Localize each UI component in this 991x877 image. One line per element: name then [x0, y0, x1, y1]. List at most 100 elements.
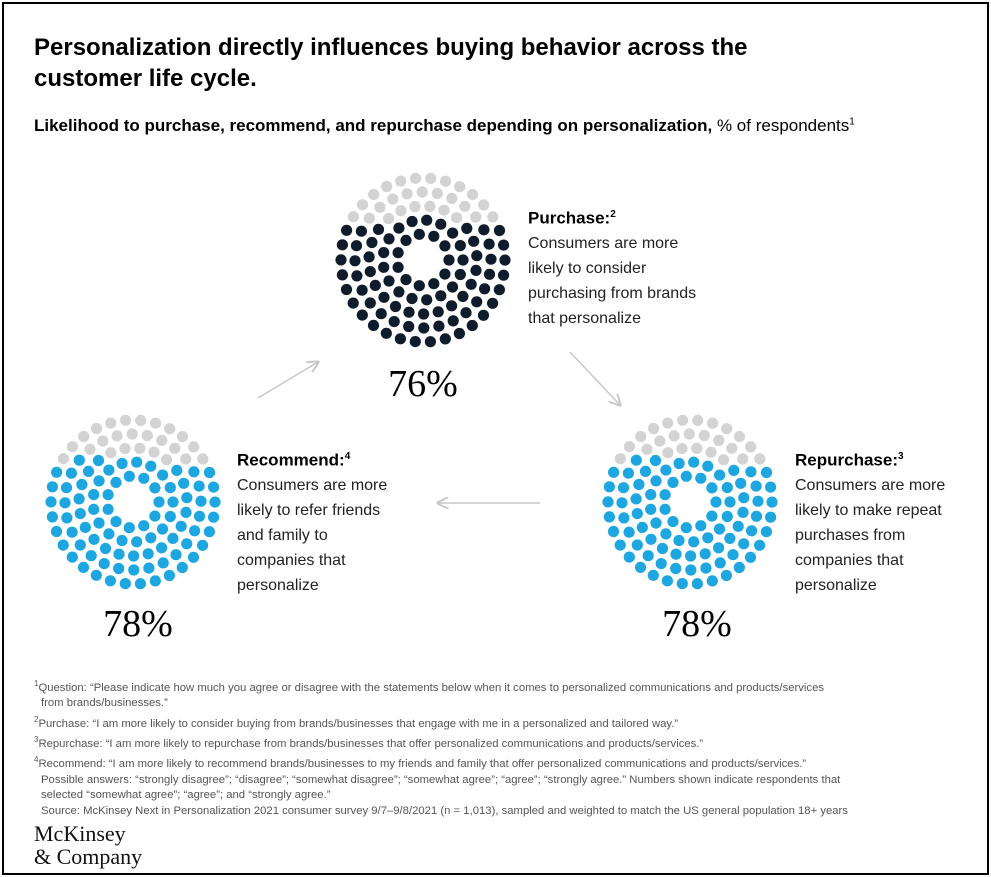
repurchase-dot-filled [670, 562, 682, 575]
recommend-dot-empty [126, 428, 138, 440]
repurchase-dot-filled [702, 532, 714, 544]
repurchase-dot-empty [648, 422, 660, 435]
purchase-dot-empty [409, 201, 421, 213]
repurchase-dot-empty [737, 453, 749, 465]
footnote-text: selected “somewhat agree”; “agree”; and … [41, 789, 331, 802]
repurchase-dot-filled [636, 521, 648, 534]
repurchase-dot-filled [607, 525, 620, 538]
purchase-dot-filled [498, 269, 510, 281]
repurchase-dot-filled [752, 495, 764, 507]
recommend-dot-empty [134, 442, 146, 454]
repurchase-value: 78% [662, 603, 732, 645]
recommend-dot-filled [93, 475, 105, 487]
recommend-dot-filled [46, 481, 59, 493]
footnote-number: 3 [34, 735, 39, 745]
purchase-dot-filled [443, 254, 455, 266]
repurchase-dot-filled [760, 466, 773, 479]
purchase-dot-filled [351, 270, 363, 282]
purchase-dot-empty [347, 211, 359, 223]
purchase-dot-filled [479, 283, 491, 295]
purchase-dot-filled [478, 224, 490, 236]
repurchase-dot-filled [645, 503, 657, 515]
purchase-dot-filled [378, 261, 390, 273]
recommend-dot-filled [145, 460, 157, 472]
recommend-dot-filled [149, 510, 161, 522]
recommend-dot-filled [143, 562, 155, 574]
purchase-dot-filled [383, 275, 395, 287]
repurchase-dot-empty [677, 414, 689, 426]
purchase-sup: 2 [610, 209, 616, 220]
repurchase-dot-filled [721, 510, 733, 523]
purchase-label: Purchase:2 Consumers are more likely to … [528, 202, 718, 331]
recommend-dot-filled [113, 562, 125, 575]
purchase-dot-filled [356, 284, 368, 296]
purchase-dot-empty [381, 180, 393, 193]
recommend-dot-filled [195, 495, 207, 507]
repurchase-dot-filled [617, 482, 630, 494]
repurchase-dot-filled [766, 496, 778, 508]
purchase-heading: Purchase: [528, 208, 611, 228]
repurchase-dot-filled [659, 489, 671, 501]
repurchase-heading: Repurchase: [795, 450, 898, 470]
recommend-dot-filled [113, 548, 125, 560]
recommend-dot-filled [93, 517, 105, 529]
purchase-dot-filled [439, 268, 451, 280]
purchase-dot-filled [439, 333, 451, 345]
repurchase-dot-empty [726, 442, 738, 454]
repurchase-dot-filled [702, 460, 714, 472]
footnote-text: Question: “Please indicate how much you … [38, 681, 824, 694]
purchase-dot-filled [428, 278, 440, 290]
purchase-dot-filled [393, 222, 405, 234]
repurchase-dot-filled [685, 550, 697, 562]
repurchase-dot-empty [654, 435, 666, 447]
recommend-dot-filled [175, 520, 187, 532]
purchase-dot-filled [389, 300, 402, 313]
repurchase-dot-filled [631, 539, 643, 551]
purchase-dot-filled [428, 230, 440, 242]
recommend-dot-filled [102, 503, 114, 515]
recommend-dot-empty [97, 435, 109, 447]
repurchase-dot-filled [670, 548, 682, 560]
purchase-dot-filled [454, 240, 466, 252]
purchase-dot-empty [478, 199, 490, 211]
purchase-dot-empty [395, 205, 407, 217]
footnote: 4Recommend: “I am more likely to recomme… [34, 752, 974, 772]
repurchase-dot-filled [714, 557, 726, 569]
purchase-dot-filled [383, 233, 395, 245]
repurchase-dot-filled [656, 542, 669, 555]
recommend-dot-filled [88, 503, 100, 515]
recommend-dot-filled [164, 510, 176, 523]
repurchase-dot-filled [745, 466, 757, 478]
purchase-dot-filled [457, 290, 469, 302]
recommend-dot-filled [98, 558, 110, 570]
subtitle-bold: Likelihood to purchase, recommend, and r… [34, 116, 713, 135]
repurchase-dot-filled [673, 457, 685, 470]
repurchase-dot-filled [750, 510, 763, 522]
repurchase-dot-empty [705, 446, 717, 458]
purchase-dot-filled [465, 278, 477, 290]
arrow-recommend-to-purchase [257, 362, 318, 399]
recommend-dot-filled [157, 557, 169, 569]
purchase-dot-filled [471, 296, 483, 308]
purchase-dot-filled [418, 322, 430, 334]
recommend-dot-empty [66, 441, 79, 453]
purchase-dot-filled [388, 316, 400, 328]
repurchase-dot-empty [698, 429, 710, 442]
repurchase-dot-filled [765, 481, 777, 493]
purchase-dot-empty [416, 186, 428, 198]
purchase-dot-filled [454, 268, 466, 281]
recommend-dot-filled [110, 516, 122, 528]
purchase-dot-filled [366, 236, 378, 249]
purchase-dot-filled [413, 280, 425, 292]
purchase-value: 76% [388, 363, 458, 405]
purchase-dot-filled [340, 283, 353, 296]
repurchase-dot-filled [639, 465, 652, 477]
purchase-dot-filled [471, 250, 483, 262]
purchase-dot-filled [403, 320, 415, 333]
recommend-dot-filled [76, 478, 88, 491]
purchase-dot-empty [470, 211, 482, 223]
footnote: Source: McKinsey Next in Personalization… [34, 804, 974, 820]
purchase-dot-empty [368, 188, 380, 201]
repurchase-dot-filled [728, 464, 740, 476]
purchase-dot-empty [382, 212, 395, 225]
